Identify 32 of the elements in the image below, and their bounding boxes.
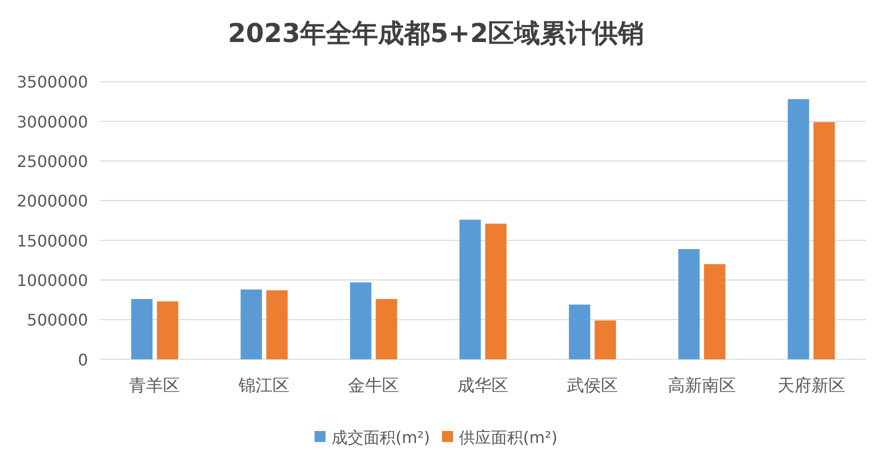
bar <box>266 290 288 360</box>
legend-label: 供应面积(m²) <box>459 428 558 447</box>
x-tick-label: 锦江区 <box>238 376 290 396</box>
x-tick-label: 金牛区 <box>348 376 400 396</box>
y-tick-label: 3500000 <box>16 72 88 92</box>
y-tick-label: 500000 <box>26 310 88 330</box>
y-tick-label: 0 <box>78 350 88 370</box>
x-tick-label: 高新南区 <box>668 376 736 396</box>
bar <box>704 264 726 360</box>
x-tick-label: 青羊区 <box>129 376 180 396</box>
bar <box>156 301 178 360</box>
x-tick-label: 成华区 <box>458 376 508 396</box>
bar <box>376 299 398 360</box>
x-tick-label: 武侯区 <box>566 376 618 396</box>
bar <box>678 249 700 360</box>
x-tick-label: 天府新区 <box>777 376 846 396</box>
bar <box>568 304 590 360</box>
bar <box>594 320 616 360</box>
chart-title: 2023年全年成都5+2区域累计供销 <box>228 19 644 49</box>
y-tick-label: 2000000 <box>16 192 88 211</box>
bar <box>240 290 262 360</box>
bar <box>485 224 507 360</box>
bar <box>813 122 835 360</box>
legend-label: 成交面积(m²) <box>332 428 430 447</box>
bar <box>350 282 372 360</box>
y-tick-label: 2500000 <box>16 152 88 172</box>
bar <box>459 220 481 360</box>
bar <box>131 299 153 360</box>
y-tick-label: 1000000 <box>16 270 88 290</box>
y-tick-label: 1500000 <box>16 231 88 250</box>
bar <box>788 99 810 360</box>
y-tick-label: 3000000 <box>16 112 88 132</box>
